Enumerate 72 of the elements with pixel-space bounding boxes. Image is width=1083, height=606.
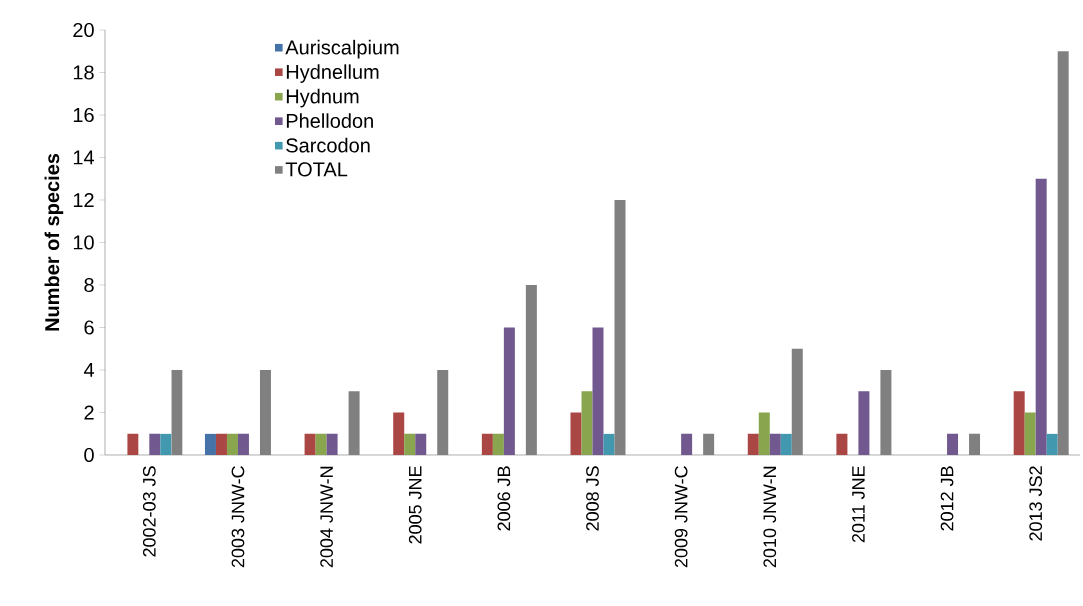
bar <box>592 327 604 455</box>
bar <box>304 433 316 455</box>
bar <box>858 391 870 455</box>
bar <box>127 433 139 455</box>
bar <box>703 433 715 455</box>
bar <box>780 433 792 455</box>
x-tick-label: 2009 JNW-C <box>674 466 688 568</box>
x-tick-label: 2008 JS <box>586 466 599 531</box>
x-tick-label: 2011 JNE <box>852 466 865 543</box>
bar <box>160 433 172 455</box>
bar <box>226 433 238 455</box>
bar <box>237 433 249 455</box>
bar <box>1046 433 1058 455</box>
bar <box>492 433 504 455</box>
x-tick-label: 2004 JNW-N <box>320 466 333 568</box>
legend-label: Sarcodon <box>286 137 370 153</box>
y-tick-label: 4 <box>83 363 95 377</box>
x-tick-label: 2010 JNW-N <box>763 466 777 568</box>
bar <box>393 412 405 455</box>
bar <box>1013 391 1025 455</box>
legend-label: TOTAL <box>285 162 348 177</box>
bar <box>326 433 338 455</box>
bar <box>880 369 892 455</box>
bar <box>603 433 615 455</box>
bar <box>404 433 416 455</box>
y-tick-label: 14 <box>73 150 95 165</box>
x-tick-label: 2005 JNE <box>408 466 422 544</box>
legend-label: Hydnellum <box>286 64 379 83</box>
bar <box>1024 412 1036 455</box>
y-tick-label: 20 <box>73 22 94 38</box>
bar <box>215 433 227 455</box>
bar <box>747 433 759 455</box>
bar <box>415 433 427 455</box>
y-tick-label: 12 <box>73 193 94 207</box>
legend-label: Auriscalpium <box>285 39 399 59</box>
bar <box>791 348 803 455</box>
y-tick-label: 10 <box>73 235 94 250</box>
x-tick-label: 2012 JB <box>940 466 954 531</box>
bar <box>348 391 360 455</box>
bar <box>1035 178 1047 455</box>
x-tick-label: 2003 JNW-C <box>231 466 245 568</box>
legend-label: Hydnum <box>286 88 359 108</box>
bar <box>204 433 216 455</box>
y-tick-label: 16 <box>73 107 94 123</box>
y-tick-label: 2 <box>84 405 94 420</box>
bar <box>259 369 271 455</box>
y-tick-label: 18 <box>73 65 94 80</box>
bar <box>1057 51 1069 455</box>
bar <box>969 433 981 455</box>
bar <box>614 199 626 455</box>
legend-label: Phellodon <box>286 113 373 128</box>
bar <box>149 433 161 455</box>
bar <box>437 369 449 455</box>
bar <box>171 369 183 455</box>
x-tick-label: 2013 JS2 <box>1029 466 1043 541</box>
y-tick-label: 0 <box>84 447 94 463</box>
bar <box>769 433 781 455</box>
bar <box>525 284 537 455</box>
x-tick-label: 2002-03 JS <box>142 466 156 557</box>
bar <box>681 433 693 455</box>
bar <box>581 391 593 455</box>
bar <box>947 433 959 455</box>
y-tick-label: 8 <box>84 277 94 293</box>
bar <box>503 327 515 455</box>
bar <box>570 412 582 455</box>
bar <box>481 433 493 455</box>
bar <box>836 433 848 455</box>
x-tick-label: 2006 JB <box>497 466 511 531</box>
y-tick-label: 6 <box>84 320 94 335</box>
y-axis-title: Number of species <box>44 153 64 331</box>
bar <box>758 412 770 455</box>
bar <box>315 433 327 455</box>
